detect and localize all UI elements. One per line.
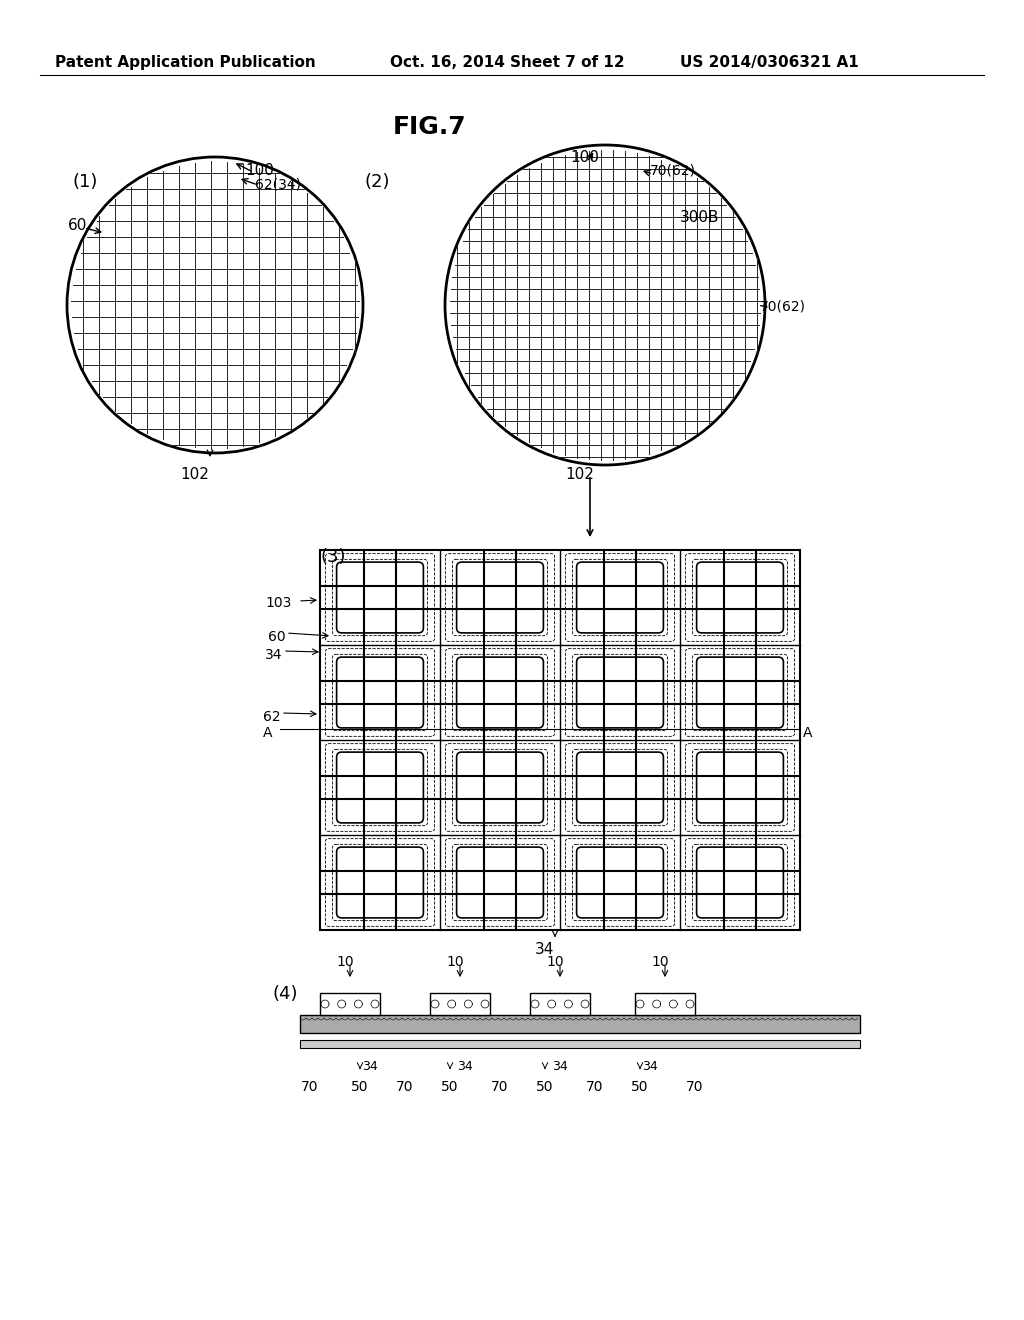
- Text: 100: 100: [570, 150, 599, 165]
- Text: 300B: 300B: [680, 210, 720, 224]
- Text: (1): (1): [72, 173, 97, 191]
- Text: 34: 34: [536, 942, 555, 957]
- Text: 100: 100: [245, 162, 273, 178]
- Text: 70: 70: [301, 1080, 318, 1094]
- Text: Sheet 7 of 12: Sheet 7 of 12: [510, 55, 625, 70]
- Text: 34: 34: [457, 1060, 473, 1073]
- Text: 70(62): 70(62): [760, 300, 806, 314]
- Text: 102: 102: [180, 467, 210, 482]
- Text: US 2014/0306321 A1: US 2014/0306321 A1: [680, 55, 859, 70]
- Text: (2): (2): [365, 173, 390, 191]
- Text: 50: 50: [351, 1080, 369, 1094]
- Text: 10: 10: [546, 954, 564, 969]
- Text: 34: 34: [552, 1060, 568, 1073]
- Text: Patent Application Publication: Patent Application Publication: [55, 55, 315, 70]
- Text: 70(62): 70(62): [650, 162, 696, 177]
- Text: Oct. 16, 2014: Oct. 16, 2014: [390, 55, 505, 70]
- Text: 103: 103: [265, 597, 292, 610]
- Text: 10: 10: [651, 954, 669, 969]
- Text: A: A: [263, 726, 272, 741]
- Text: 62: 62: [263, 710, 281, 723]
- Bar: [319, 993, 380, 1015]
- Text: 70: 70: [686, 1080, 703, 1094]
- Text: 34: 34: [265, 648, 283, 663]
- Text: A: A: [803, 726, 812, 741]
- Text: 62(34): 62(34): [255, 178, 301, 191]
- Text: 50: 50: [631, 1080, 649, 1094]
- Text: 60: 60: [68, 218, 87, 234]
- Bar: [635, 993, 695, 1015]
- Text: 70: 70: [587, 1080, 604, 1094]
- Text: 34: 34: [362, 1060, 378, 1073]
- Bar: [530, 993, 590, 1015]
- Bar: [319, 550, 800, 931]
- Text: 10: 10: [336, 954, 354, 969]
- Text: (4): (4): [272, 985, 298, 1003]
- Bar: [300, 1015, 860, 1034]
- Text: 60: 60: [268, 630, 286, 644]
- Text: 70: 70: [492, 1080, 509, 1094]
- Bar: [300, 1040, 860, 1048]
- Text: (3): (3): [319, 548, 345, 566]
- Text: 50: 50: [441, 1080, 459, 1094]
- Text: 50: 50: [537, 1080, 554, 1094]
- Text: 102: 102: [565, 467, 595, 482]
- Text: FIG.7: FIG.7: [393, 115, 467, 139]
- Bar: [430, 993, 490, 1015]
- Text: 70: 70: [396, 1080, 414, 1094]
- Text: 34: 34: [642, 1060, 657, 1073]
- Text: 10: 10: [446, 954, 464, 969]
